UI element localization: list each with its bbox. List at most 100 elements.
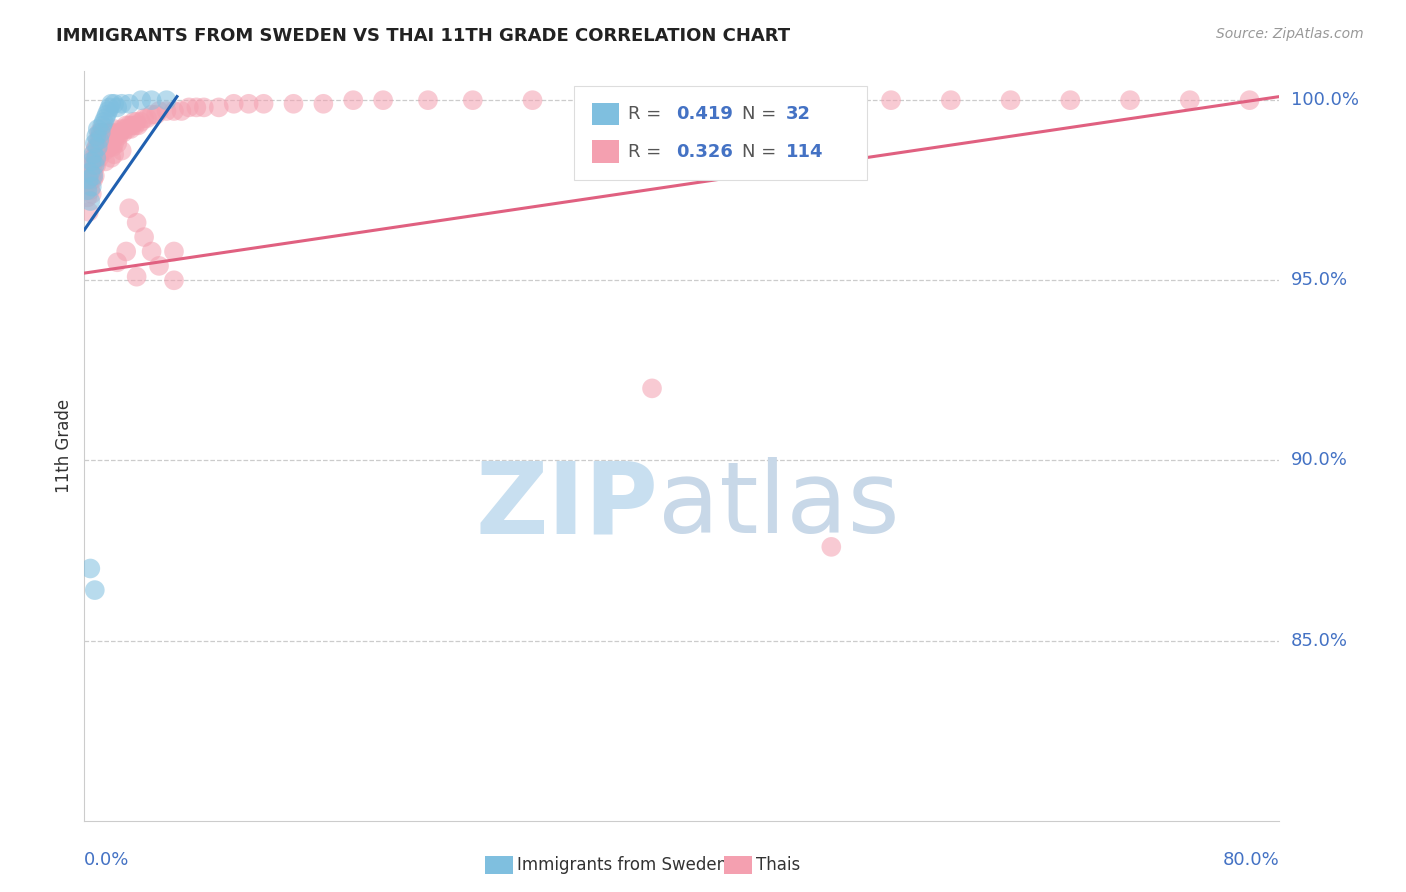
Point [83, 144, 105, 158]
Point [105, 136, 128, 151]
Point [86, 140, 108, 154]
Point [820, 93, 842, 107]
Point [761, 93, 783, 107]
Text: 90.0%: 90.0% [1291, 451, 1347, 469]
Point [79, 183, 101, 197]
Point [107, 129, 129, 144]
Point [93, 115, 115, 129]
Point [880, 93, 903, 107]
Point [98, 129, 121, 144]
Point [105, 126, 128, 140]
Point [111, 122, 134, 136]
FancyBboxPatch shape [592, 103, 619, 125]
Point [141, 244, 163, 259]
Text: 32: 32 [786, 105, 811, 123]
Point [118, 119, 141, 133]
Point [87, 133, 110, 147]
Point [700, 93, 723, 107]
Point [83, 154, 105, 169]
Point [79, 194, 101, 208]
Point [90, 129, 112, 144]
Point [86, 151, 108, 165]
Point [79, 165, 101, 179]
FancyBboxPatch shape [575, 87, 868, 180]
Point [76, 190, 98, 204]
Point [125, 216, 148, 230]
Point [98, 100, 121, 114]
Point [80, 154, 103, 169]
Point [1059, 93, 1081, 107]
Point [96, 129, 118, 144]
Text: 0.0%: 0.0% [84, 851, 129, 869]
Text: R =: R = [628, 143, 666, 161]
Point [163, 244, 186, 259]
Point [97, 140, 120, 154]
Point [163, 273, 186, 287]
Y-axis label: 11th Grade: 11th Grade [55, 399, 73, 493]
Text: Immigrants from Sweden: Immigrants from Sweden [517, 856, 727, 874]
Point [118, 201, 141, 215]
Point [100, 136, 122, 151]
Point [89, 151, 111, 165]
Point [312, 96, 335, 111]
Text: Source: ZipAtlas.com: Source: ZipAtlas.com [1216, 27, 1364, 41]
Text: Thais: Thais [756, 856, 800, 874]
Point [125, 115, 148, 129]
Point [641, 93, 664, 107]
Point [124, 119, 146, 133]
Point [122, 115, 145, 129]
Point [1178, 93, 1201, 107]
Point [416, 93, 439, 107]
Point [104, 129, 127, 144]
Point [82, 151, 104, 165]
Point [87, 122, 110, 136]
Point [83, 136, 105, 151]
Point [125, 269, 148, 284]
Point [96, 140, 118, 154]
Point [93, 140, 115, 154]
Point [148, 259, 170, 273]
Point [641, 381, 664, 395]
Point [141, 107, 163, 121]
FancyBboxPatch shape [592, 140, 619, 162]
Point [86, 158, 108, 172]
Point [145, 107, 167, 121]
Point [148, 103, 170, 118]
Point [80, 186, 103, 201]
Point [129, 93, 152, 107]
Point [80, 172, 103, 186]
Point [522, 93, 544, 107]
Point [91, 122, 114, 136]
Text: 80.0%: 80.0% [1223, 851, 1279, 869]
Point [1119, 93, 1142, 107]
Point [100, 96, 122, 111]
Point [97, 126, 120, 140]
Point [283, 96, 305, 111]
Point [163, 103, 186, 118]
Text: 85.0%: 85.0% [1291, 632, 1347, 649]
Point [208, 100, 231, 114]
Point [114, 122, 136, 136]
Point [111, 96, 134, 111]
Point [112, 126, 135, 140]
Point [94, 144, 117, 158]
Point [222, 96, 245, 111]
Point [82, 172, 104, 186]
Point [80, 179, 103, 194]
Point [193, 100, 215, 114]
Point [120, 122, 142, 136]
Point [90, 140, 112, 154]
Point [82, 169, 104, 183]
Point [86, 129, 108, 144]
Point [97, 136, 120, 151]
Point [132, 230, 156, 244]
Point [105, 255, 128, 269]
Point [177, 100, 200, 114]
Point [117, 122, 139, 136]
Text: R =: R = [628, 105, 666, 123]
Point [87, 140, 110, 154]
Point [127, 119, 149, 133]
Point [101, 129, 124, 144]
Point [115, 119, 138, 133]
Point [91, 144, 114, 158]
